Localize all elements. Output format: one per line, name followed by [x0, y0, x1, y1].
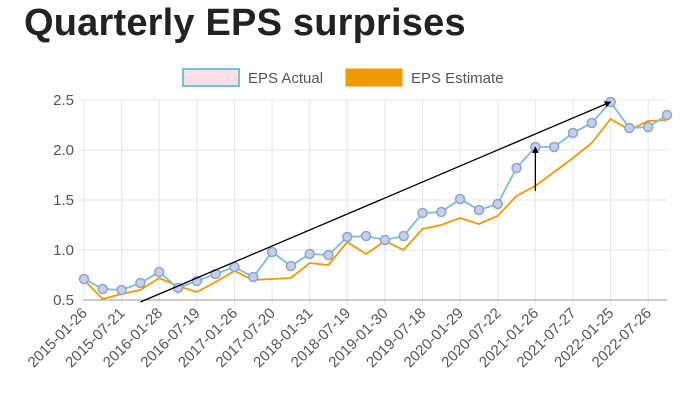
point-eps-actual[interactable] — [97, 283, 109, 295]
point-eps-actual[interactable] — [661, 109, 673, 121]
y-tick-label: 1.0 — [53, 242, 74, 259]
y-tick-label: 2.0 — [53, 142, 74, 159]
legend: EPS Actual EPS Estimate — [182, 68, 504, 87]
point-eps-actual[interactable] — [304, 248, 315, 260]
y-tick-label: 0.5 — [53, 292, 74, 309]
point-eps-actual[interactable] — [417, 207, 428, 219]
page-title: Quarterly EPS surprises — [24, 2, 466, 44]
point-eps-actual[interactable] — [567, 127, 579, 139]
x-axis: 2015-01-262015-07-212016-01-282016-07-19… — [25, 299, 667, 371]
point-eps-actual[interactable] — [248, 271, 259, 283]
point-eps-actual[interactable] — [285, 260, 297, 272]
legend-label-eps-actual: EPS Actual — [248, 70, 323, 87]
series-line-eps-estimate — [83, 117, 668, 301]
point-eps-actual[interactable] — [323, 249, 334, 261]
point-eps-actual[interactable] — [548, 141, 560, 153]
annotation-arrow — [140, 101, 612, 303]
point-eps-actual[interactable] — [342, 231, 353, 243]
legend-swatch-eps-estimate[interactable] — [345, 68, 403, 87]
point-eps-actual[interactable] — [473, 204, 485, 216]
series-line-eps-actual — [83, 100, 668, 291]
point-eps-actual[interactable] — [624, 122, 635, 134]
point-eps-actual[interactable] — [436, 206, 447, 218]
point-eps-actual[interactable] — [153, 266, 165, 278]
point-eps-actual[interactable] — [266, 246, 278, 258]
point-eps-actual[interactable] — [492, 198, 503, 210]
point-eps-actual[interactable] — [454, 193, 466, 205]
point-eps-actual[interactable] — [360, 230, 372, 242]
y-axis: 0.5 1.0 1.5 2.0 2.5 — [53, 92, 74, 309]
point-eps-actual[interactable] — [78, 273, 90, 285]
point-eps-actual[interactable] — [586, 117, 598, 129]
series-layer — [78, 96, 673, 301]
annotations — [140, 101, 612, 303]
point-eps-actual[interactable] — [379, 234, 391, 246]
point-eps-actual[interactable] — [135, 277, 146, 289]
point-eps-actual[interactable] — [511, 162, 522, 174]
point-eps-actual[interactable] — [398, 230, 409, 242]
point-eps-actual[interactable] — [642, 121, 654, 133]
y-tick-label: 2.5 — [53, 92, 74, 109]
y-tick-label: 1.5 — [53, 192, 74, 209]
legend-swatch-eps-actual[interactable] — [182, 68, 240, 87]
point-eps-actual[interactable] — [116, 284, 127, 296]
legend-label-eps-estimate: EPS Estimate — [411, 70, 504, 87]
